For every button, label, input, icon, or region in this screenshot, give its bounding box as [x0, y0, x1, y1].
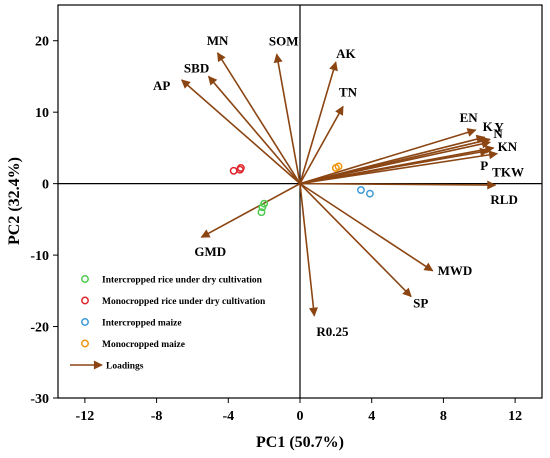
- loading-arrow-r025: [299, 183, 318, 317]
- legend-label: Monocropped maize: [102, 340, 185, 350]
- axis-ticks: -12 -8 -4 0 4 8 12 -30 -20 -10 0 10 20: [30, 35, 522, 424]
- score-point-series-1: [257, 208, 266, 217]
- legend-label-loadings: Loadings: [106, 362, 144, 372]
- loading-label-r025: R0.25: [316, 324, 349, 339]
- loading-arrow-gmd: [200, 182, 301, 238]
- loading-arrow-en: [299, 128, 477, 185]
- score-point-series-3: [356, 186, 365, 195]
- x-tick-label: -4: [222, 409, 234, 424]
- legend-label: Monocropped rice under dry cultivation: [102, 297, 266, 307]
- loading-label-kn: KN: [498, 139, 518, 154]
- loading-label-y: Y: [494, 119, 504, 134]
- y-axis-label: PC2 (32.4%): [6, 157, 23, 245]
- legend-marker: [81, 339, 89, 348]
- legend-label: Intercropped rice under dry cultivation: [102, 276, 263, 286]
- loading-arrow-mwd: [299, 182, 434, 272]
- loading-arrow-sp: [299, 183, 412, 298]
- y-tick-label: 0: [42, 178, 49, 193]
- score-point-series-3: [365, 189, 374, 198]
- loading-label-tkw: TKW: [492, 165, 524, 180]
- loading-label-mn: MN: [207, 33, 229, 48]
- x-axis-label: PC1 (50.7%): [256, 434, 344, 451]
- loading-label-p: P: [480, 158, 488, 173]
- legend-marker: [81, 275, 89, 283]
- x-tick-label: -12: [76, 409, 95, 424]
- score-point-series-2: [229, 166, 238, 175]
- score-point-series-2: [236, 163, 245, 172]
- loading-label-ak: AK: [336, 46, 356, 61]
- score-point-series-4: [334, 162, 343, 171]
- loading-label-sp: SP: [413, 296, 428, 311]
- loading-label-rld: RLD: [490, 192, 517, 207]
- loading-label-k: K: [483, 119, 494, 134]
- x-tick-label: 8: [440, 409, 447, 424]
- y-tick-label: 10: [35, 106, 49, 121]
- y-tick-label: -10: [30, 249, 49, 264]
- x-tick-label: 0: [297, 409, 304, 424]
- legend-marker: [81, 296, 89, 305]
- score-points: [229, 162, 374, 217]
- loading-label-n: N: [493, 126, 503, 141]
- loading-arrow-tn: [299, 105, 344, 185]
- legend: Intercropped rice under dry cultivation M…: [70, 275, 266, 372]
- loading-label-gmd: GMD: [194, 244, 226, 259]
- y-tick-label: -30: [30, 392, 49, 407]
- loading-arrow-ak: [299, 61, 338, 184]
- x-tick-label: 4: [368, 409, 375, 424]
- score-point-series-1: [258, 203, 267, 212]
- loading-label-mwd: MWD: [438, 263, 473, 278]
- loading-label-tn: TN: [339, 84, 358, 99]
- legend-label: Intercropped maize: [102, 319, 182, 329]
- loading-arrow-n: [299, 139, 491, 185]
- x-tick-label: -8: [151, 409, 163, 424]
- loading-arrow-tkw: [299, 150, 499, 185]
- loading-label-en: EN: [460, 110, 479, 125]
- loading-arrow-som: [273, 53, 301, 184]
- loading-label-sbd: SBD: [184, 60, 209, 75]
- loading-arrow-rld: [299, 180, 497, 190]
- loading-arrow-sbd: [207, 75, 301, 185]
- y-tick-label: -20: [30, 321, 49, 336]
- loading-label-ap: AP: [153, 78, 170, 93]
- y-tick-label: 20: [35, 35, 49, 50]
- loading-arrow-mn: [216, 52, 301, 185]
- loading-label-som: SOM: [269, 33, 299, 48]
- legend-marker: [81, 318, 89, 326]
- loading-arrow-ap: [181, 79, 301, 185]
- x-tick-label: 12: [508, 409, 522, 424]
